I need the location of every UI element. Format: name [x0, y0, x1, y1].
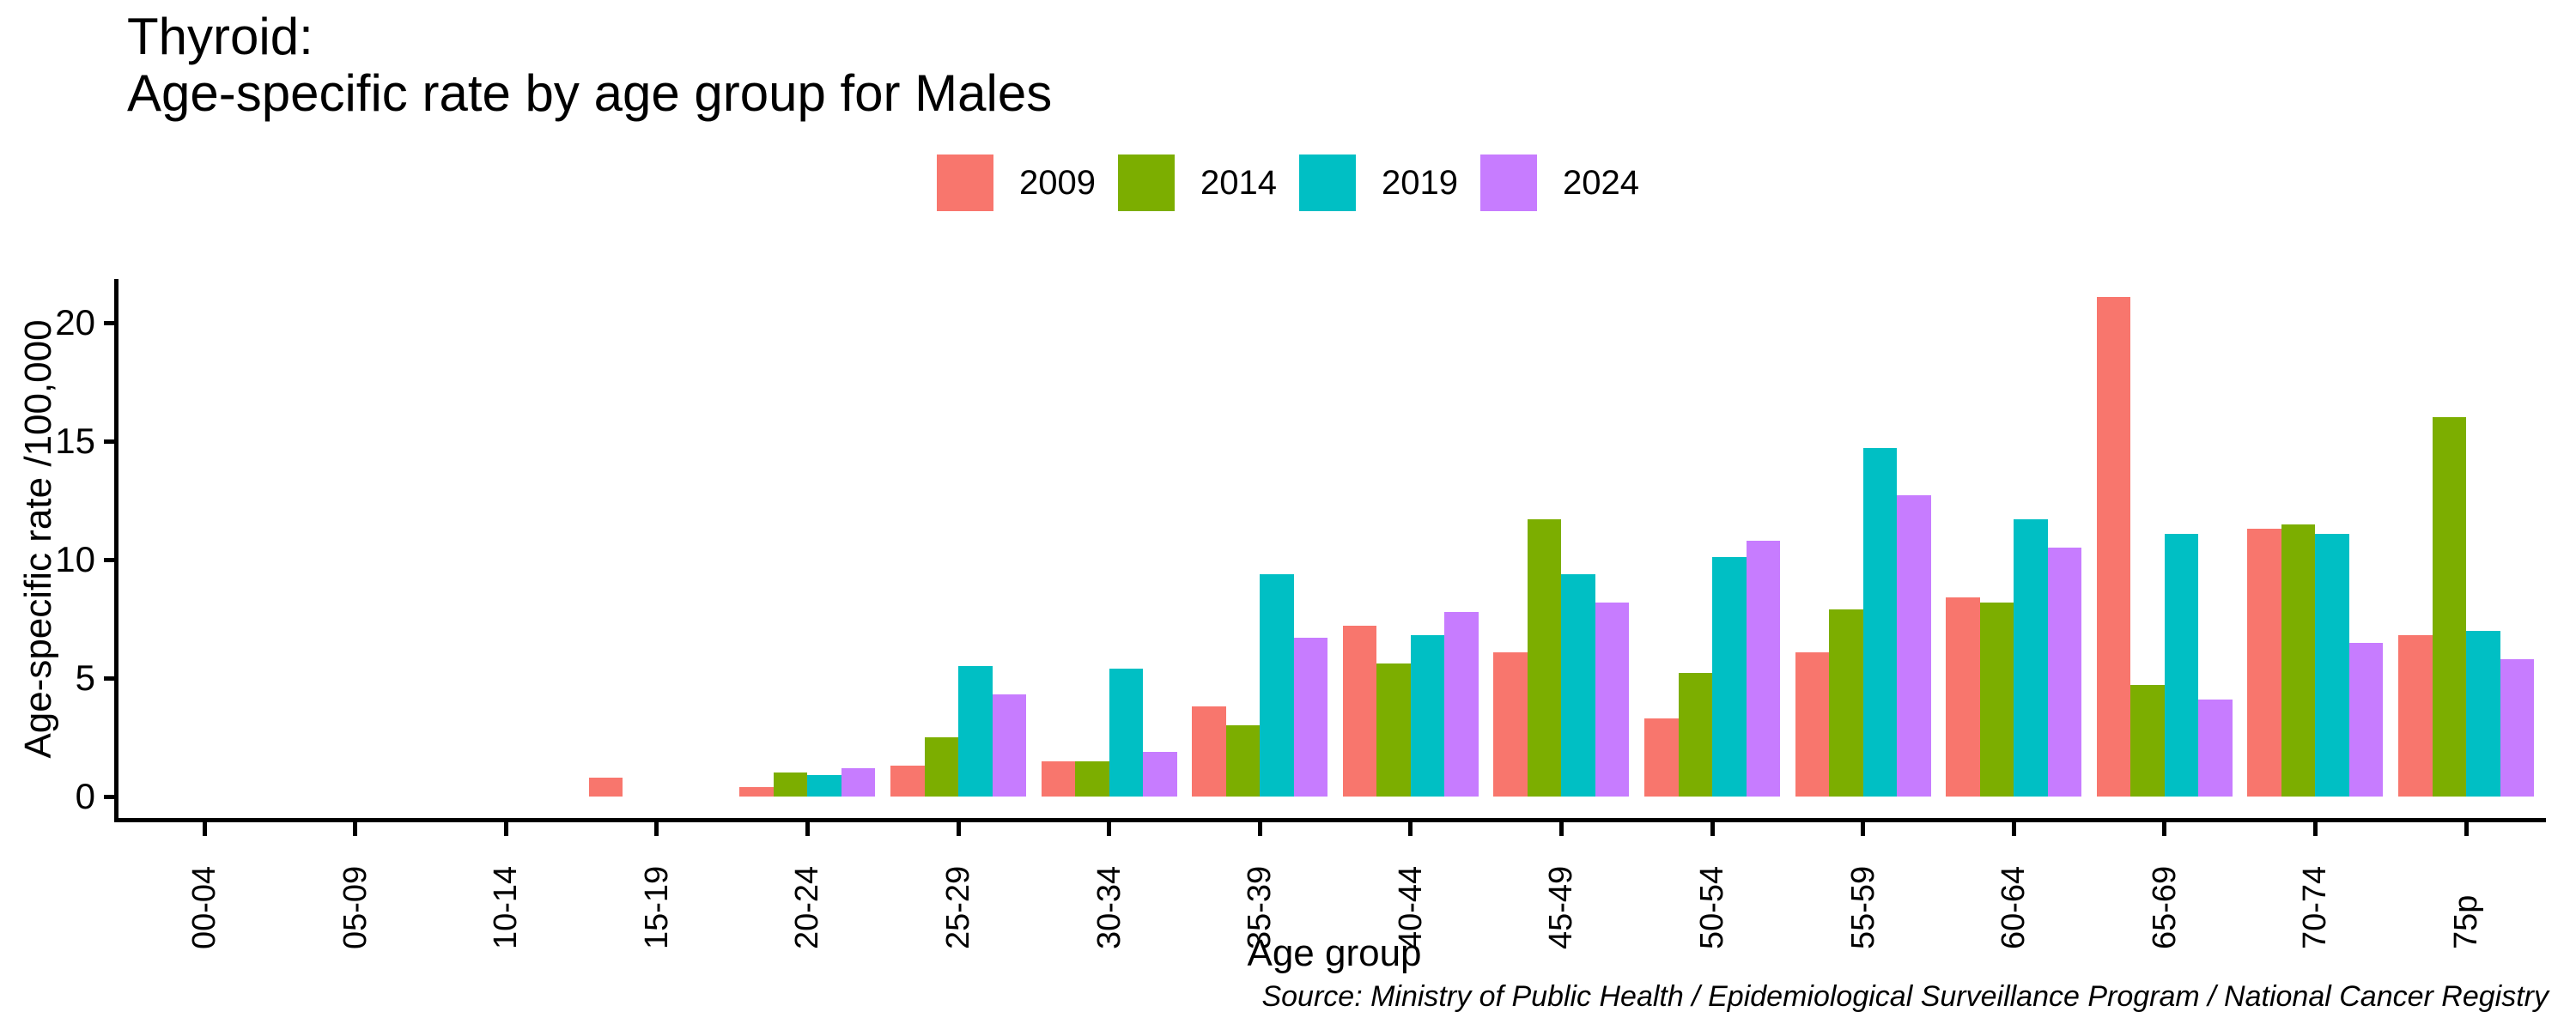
- source-note: Source: Ministry of Public Health / Epid…: [1261, 980, 2549, 1013]
- y-tick-mark-20: [104, 320, 118, 325]
- legend-item-2009: 2009: [937, 154, 1096, 211]
- bar-2009-45-49: [1493, 651, 1528, 797]
- y-axis-line: [114, 279, 118, 821]
- bar-2014-55-59: [1829, 609, 1863, 797]
- chart-title: Thyroid: Age-specific rate by age group …: [127, 9, 1052, 122]
- y-tick-mark-15: [104, 439, 118, 444]
- legend-label-2014: 2014: [1200, 163, 1277, 202]
- bar-2009-35-39: [1192, 706, 1226, 797]
- bar-2019-75p: [2466, 630, 2500, 797]
- bar-2019-30-34: [1109, 668, 1144, 797]
- bar-2009-55-59: [1795, 651, 1830, 797]
- bar-2024-50-54: [1746, 540, 1780, 797]
- bar-2024-30-34: [1143, 751, 1177, 797]
- bar-2009-20-24: [739, 786, 774, 797]
- bar-2024-75p: [2500, 658, 2534, 797]
- x-tick-mark-55-59: [1861, 822, 1866, 836]
- bar-2009-70-74: [2247, 529, 2281, 797]
- x-axis-line: [114, 818, 2546, 822]
- bar-2009-40-44: [1342, 626, 1377, 797]
- bar-2014-75p: [2432, 417, 2466, 797]
- y-tick-mark-5: [104, 676, 118, 681]
- x-tick-mark-25-29: [956, 822, 961, 836]
- bar-2019-60-64: [2014, 519, 2048, 797]
- legend-item-2014: 2014: [1118, 154, 1277, 211]
- x-tick-mark-10-14: [503, 822, 508, 836]
- bar-2024-40-44: [1444, 611, 1479, 797]
- x-axis-title: Age group: [1247, 932, 1422, 974]
- x-tick-mark-60-64: [2011, 822, 2016, 836]
- bar-2014-25-29: [924, 737, 958, 797]
- bar-2024-35-39: [1293, 638, 1328, 797]
- x-tick-mark-70-74: [2312, 822, 2318, 836]
- y-tick-label-0: 0: [75, 776, 95, 816]
- legend-label-2024: 2024: [1562, 163, 1639, 202]
- legend-swatch-2009: [937, 154, 994, 211]
- legend-swatch-2024: [1479, 154, 1537, 211]
- bar-2024-60-64: [2047, 548, 2082, 797]
- y-tick-label-15: 15: [55, 421, 95, 461]
- bar-2019-70-74: [2315, 533, 2349, 797]
- bar-2014-70-74: [2281, 524, 2316, 797]
- bar-2024-45-49: [1595, 602, 1630, 797]
- bar-2014-45-49: [1527, 519, 1562, 797]
- x-tick-mark-15-19: [654, 822, 659, 836]
- bar-2019-50-54: [1712, 557, 1747, 797]
- x-tick-mark-40-44: [1408, 822, 1413, 836]
- bar-2014-40-44: [1376, 663, 1411, 797]
- y-tick-label-5: 5: [75, 657, 95, 698]
- bar-2014-20-24: [773, 772, 808, 797]
- bar-2019-45-49: [1561, 573, 1595, 797]
- x-tick-mark-20-24: [805, 822, 810, 836]
- bar-2009-75p: [2398, 635, 2433, 797]
- bar-2009-30-34: [1041, 760, 1076, 797]
- bar-2009-65-69: [2096, 296, 2131, 797]
- bar-2024-55-59: [1897, 495, 1931, 797]
- chart-title-line2: Age-specific rate by age group for Males: [127, 64, 1053, 122]
- y-tick-label-20: 20: [55, 302, 95, 342]
- chart-title-line1: Thyroid:: [127, 8, 313, 65]
- bar-2009-25-29: [890, 766, 925, 797]
- bar-2024-70-74: [2348, 642, 2384, 797]
- bar-2019-35-39: [1260, 573, 1294, 797]
- x-tick-mark-30-34: [1107, 822, 1112, 836]
- x-tick-mark-65-69: [2162, 822, 2167, 836]
- bar-2019-25-29: [958, 666, 993, 797]
- y-tick-mark-10: [104, 557, 118, 562]
- x-tick-mark-35-39: [1257, 822, 1262, 836]
- x-tick-mark-00-04: [202, 822, 207, 836]
- x-tick-mark-50-54: [1710, 822, 1715, 836]
- legend-label-2009: 2009: [1019, 163, 1097, 202]
- y-tick-label-10: 10: [55, 539, 95, 579]
- bar-2009-50-54: [1644, 718, 1679, 797]
- bar-2024-65-69: [2198, 699, 2233, 797]
- bar-2009-15-19: [588, 777, 623, 797]
- y-tick-mark-0: [104, 794, 118, 799]
- bar-2024-20-24: [841, 767, 876, 797]
- bar-2014-35-39: [1225, 725, 1261, 797]
- bar-2019-20-24: [807, 775, 841, 797]
- legend: 2009 2014 2019 2024: [0, 154, 2576, 211]
- bar-2019-40-44: [1410, 635, 1445, 797]
- bar-2019-65-69: [2164, 533, 2199, 797]
- bar-2009-60-64: [1946, 597, 1980, 797]
- x-tick-mark-75p: [2464, 822, 2469, 836]
- bar-2014-60-64: [1979, 602, 2014, 797]
- bar-2019-55-59: [1862, 448, 1898, 797]
- bar-2014-50-54: [1678, 673, 1712, 797]
- legend-label-2019: 2019: [1382, 163, 1458, 202]
- x-tick-mark-45-49: [1558, 822, 1564, 836]
- legend-swatch-2014: [1118, 154, 1176, 211]
- legend-item-2024: 2024: [1479, 154, 1639, 211]
- legend-swatch-2019: [1299, 154, 1356, 211]
- bar-2024-25-29: [992, 694, 1026, 797]
- x-tick-mark-05-09: [353, 822, 358, 836]
- legend-item-2019: 2019: [1299, 154, 1458, 211]
- bar-2014-30-34: [1075, 760, 1109, 797]
- bar-2014-65-69: [2130, 685, 2165, 797]
